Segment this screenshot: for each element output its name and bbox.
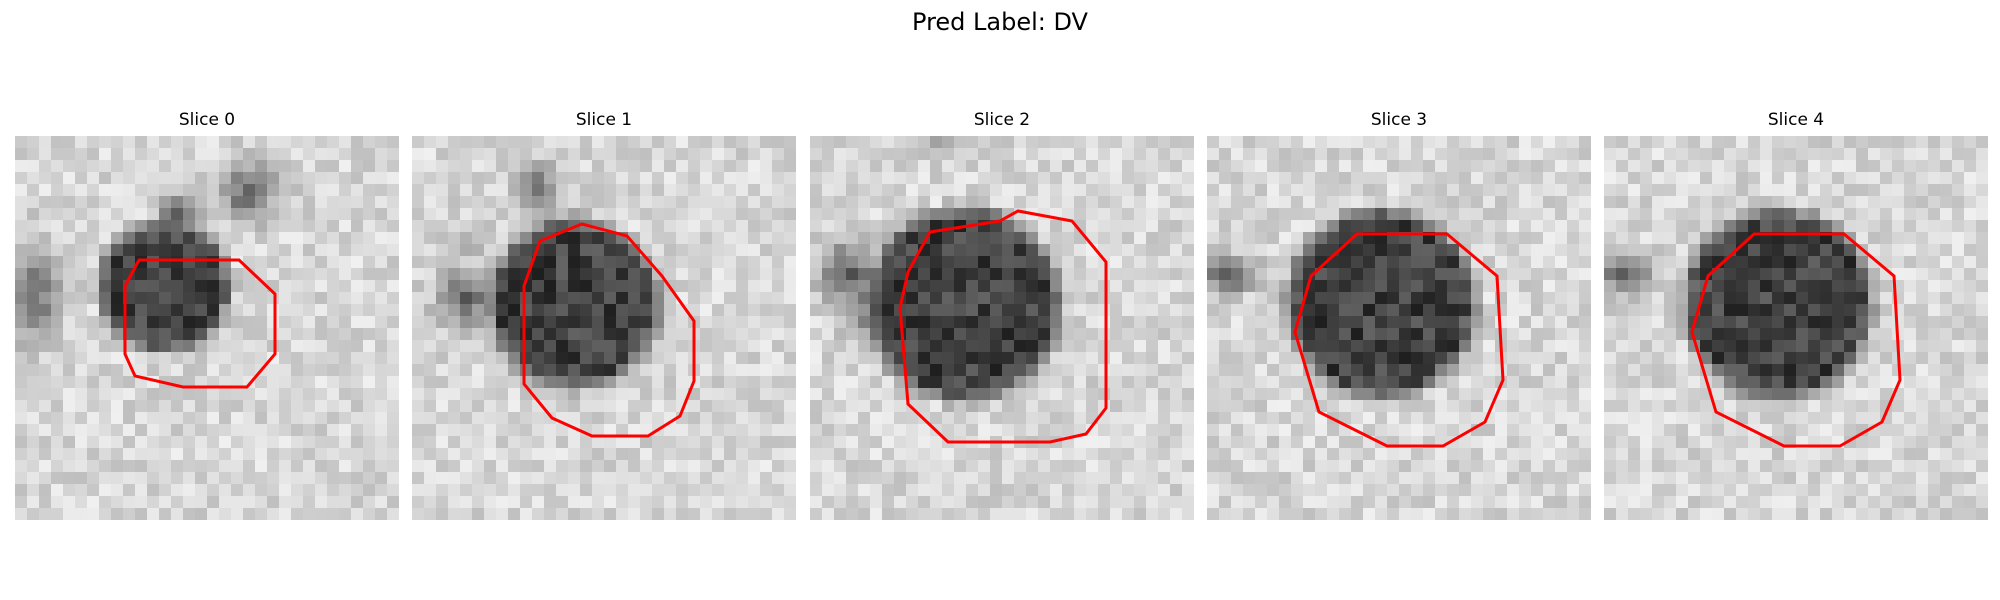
slice-image-2 [810,136,1194,520]
slice-panel-1: Slice 1 [412,109,796,520]
segmentation-contour [1690,232,1902,448]
slice-contour-1 [522,222,696,438]
slice-panel-2: Slice 2 [810,109,1194,520]
segmentation-contour [123,258,277,389]
slice-title-4: Slice 4 [1767,110,1825,130]
slice-title-2: Slice 2 [973,110,1031,130]
slice-title-0: Slice 0 [178,110,236,130]
figure-title: Pred Label: DV [912,8,1088,36]
segmentation-contour [1293,232,1505,448]
slice-pixels-2 [810,136,1194,520]
slice-title-1: Slice 1 [575,110,633,130]
slice-panel-4: Slice 4 [1604,109,1988,520]
slice-contour-3 [1293,232,1505,448]
slice-panel-0: Slice 0 [15,109,399,520]
slice-image-1 [412,136,796,520]
slice-panel-3: Slice 3 [1207,109,1591,520]
slice-title-3: Slice 3 [1370,110,1428,130]
slice-image-4 [1604,136,1988,520]
slice-image-0 [15,136,399,520]
segmentation-contour [522,222,696,438]
segmentation-contour [898,209,1108,444]
slice-contour-0 [123,258,277,389]
slice-image-3 [1207,136,1591,520]
slice-pixels-1 [412,136,796,520]
slice-pixels-0 [15,136,399,520]
slice-pixels-3 [1207,136,1591,520]
slice-contour-2 [898,209,1108,444]
slice-pixels-4 [1604,136,1988,520]
slice-contour-4 [1690,232,1902,448]
